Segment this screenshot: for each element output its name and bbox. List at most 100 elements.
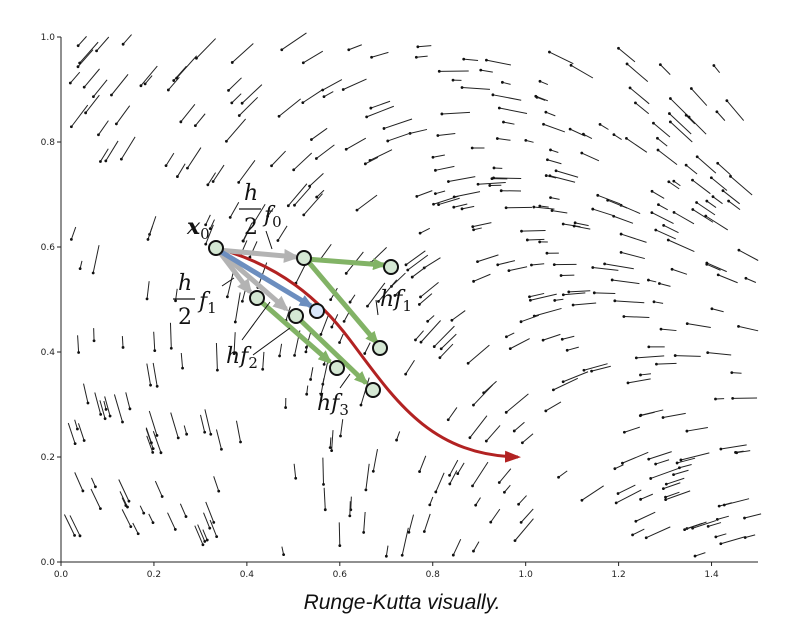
field-vector-origin bbox=[622, 315, 626, 318]
field-vector bbox=[539, 80, 549, 86]
field-vector bbox=[503, 121, 515, 125]
field-vector-origin bbox=[76, 427, 79, 431]
field-vector-origin bbox=[371, 469, 375, 473]
field-vector-origin bbox=[450, 318, 454, 322]
field-vector bbox=[657, 137, 668, 147]
field-vector bbox=[183, 425, 188, 435]
field-vector bbox=[271, 150, 286, 167]
field-vector bbox=[343, 78, 367, 90]
svg-text:h: h bbox=[178, 271, 192, 296]
field-vector-origin bbox=[472, 279, 476, 283]
x-tick-label: 1.4 bbox=[704, 570, 719, 580]
field-vector bbox=[574, 225, 591, 230]
field-vector-origin bbox=[567, 290, 571, 294]
field-vector-origin bbox=[554, 169, 558, 173]
field-vector bbox=[563, 292, 586, 296]
field-vector bbox=[653, 301, 664, 304]
field-vector-origin bbox=[211, 180, 215, 183]
field-vector-origin bbox=[666, 238, 670, 242]
field-vector bbox=[194, 525, 204, 545]
field-vector-origin bbox=[446, 418, 450, 422]
green-arrow-hf3 bbox=[294, 314, 369, 386]
field-vector bbox=[607, 199, 628, 209]
field-vector bbox=[617, 484, 636, 494]
field-vector-origin bbox=[472, 403, 475, 407]
field-vector-origin bbox=[179, 120, 183, 124]
field-vector-origin bbox=[591, 266, 595, 269]
field-vector-origin bbox=[366, 304, 369, 308]
field-vector-origin bbox=[541, 338, 545, 342]
field-vector-origin bbox=[548, 174, 552, 178]
field-vector bbox=[441, 111, 471, 115]
field-vector-origin bbox=[538, 79, 542, 83]
field-vector-origin bbox=[658, 63, 662, 66]
annotation-pointers bbox=[221, 230, 379, 389]
field-vector-origin bbox=[323, 508, 327, 512]
field-vector-origin bbox=[664, 498, 668, 502]
field-vector bbox=[685, 164, 698, 175]
field-vector bbox=[604, 263, 634, 270]
field-vector-origin bbox=[691, 208, 695, 211]
x-tick-label: 0.8 bbox=[426, 570, 441, 580]
field-vector bbox=[473, 541, 480, 552]
field-vector bbox=[720, 536, 745, 545]
field-vector bbox=[207, 172, 217, 186]
field-vector bbox=[622, 451, 649, 464]
field-vector-origin bbox=[99, 160, 102, 163]
field-vector-origin bbox=[417, 303, 421, 306]
field-vector bbox=[121, 336, 124, 348]
field-vector-origin bbox=[565, 348, 569, 352]
field-vector-origin bbox=[661, 487, 665, 491]
field-vector bbox=[235, 420, 242, 443]
field-vector-origin bbox=[606, 198, 610, 202]
field-vector-origin bbox=[497, 106, 501, 110]
field-vector bbox=[396, 431, 401, 441]
field-vector-origin bbox=[315, 195, 319, 199]
field-vector bbox=[281, 32, 307, 51]
field-vector bbox=[636, 355, 665, 359]
field-vector bbox=[570, 64, 594, 79]
field-vector-origin bbox=[693, 554, 697, 558]
field-vector-origin bbox=[462, 57, 466, 61]
field-vector-origin bbox=[433, 192, 437, 196]
field-vector-origin bbox=[471, 484, 474, 488]
field-vector-origin bbox=[710, 307, 714, 311]
field-vector bbox=[502, 81, 511, 85]
field-vector bbox=[514, 518, 534, 541]
field-vector bbox=[614, 300, 645, 304]
field-vector bbox=[696, 202, 716, 216]
field-vector-origin bbox=[206, 183, 210, 187]
field-vector bbox=[405, 359, 415, 375]
field-vector bbox=[646, 526, 671, 539]
field-vector bbox=[125, 392, 131, 409]
x-tick-label: 1.2 bbox=[611, 570, 625, 580]
field-vector bbox=[745, 534, 756, 538]
field-vector-origin bbox=[592, 291, 596, 295]
field-vector-origin bbox=[668, 112, 671, 115]
field-vector bbox=[575, 222, 589, 227]
field-vector bbox=[146, 363, 152, 386]
field-vector-origin bbox=[460, 86, 464, 89]
field-vector-origin bbox=[94, 485, 97, 489]
label-hf2: hf2 bbox=[226, 344, 258, 372]
y-tick-label: 0.8 bbox=[41, 138, 56, 148]
grey-arrow-f0 bbox=[217, 247, 300, 263]
field-vector-origin bbox=[452, 205, 456, 209]
field-vector-origin bbox=[419, 295, 422, 299]
field-vector-origin bbox=[233, 320, 237, 324]
field-vector-origin bbox=[284, 406, 288, 409]
field-vector-origin bbox=[524, 138, 528, 142]
field-vector-origin bbox=[716, 161, 720, 165]
field-vector-origin bbox=[418, 470, 421, 473]
field-vector bbox=[480, 69, 493, 73]
node-hf2-end bbox=[329, 360, 345, 376]
field-vector bbox=[722, 190, 740, 205]
field-vector-origin bbox=[673, 354, 677, 357]
field-vector bbox=[705, 215, 729, 231]
node-hf1-end bbox=[372, 340, 388, 356]
field-vector-origin bbox=[282, 553, 286, 557]
field-vector bbox=[420, 320, 441, 343]
field-vector-origin bbox=[678, 466, 681, 470]
field-vector-origin bbox=[270, 164, 273, 168]
field-vector-origin bbox=[95, 49, 98, 53]
